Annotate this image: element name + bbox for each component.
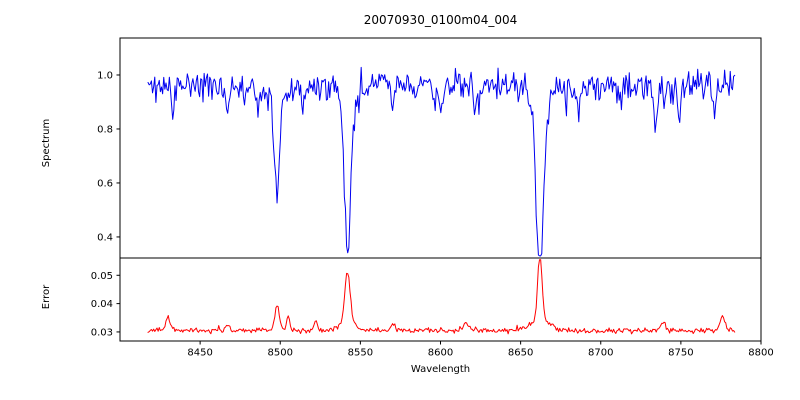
x-tick-label: 8750 [668, 348, 693, 359]
x-axis-label: Wavelength [410, 364, 471, 375]
y-tick-label: 0.8 [97, 124, 113, 135]
x-tick-label: 8600 [428, 348, 453, 359]
x-tick-label: 8700 [588, 348, 613, 359]
error-line [147, 259, 736, 335]
x-tick-label: 8500 [268, 348, 293, 359]
spectrum-axes-frame [119, 37, 762, 259]
y-tick-label: 0.4 [97, 232, 113, 243]
y-tick-label: 0.04 [91, 299, 113, 310]
y-tick-label: 0.05 [91, 271, 113, 282]
x-tick-label: 8800 [748, 348, 773, 359]
x-tick-label: 8450 [187, 348, 212, 359]
spectrum-line [147, 66, 736, 257]
y-tick-label: 0.03 [91, 327, 113, 338]
chart-title: 20070930_0100m04_004 [363, 13, 518, 27]
x-tick-label: 8550 [348, 348, 373, 359]
y-tick-label: 0.6 [97, 178, 113, 189]
y-tick-label: 1.0 [97, 70, 113, 81]
x-tick-label: 8650 [508, 348, 533, 359]
error-axes-frame [119, 257, 762, 342]
